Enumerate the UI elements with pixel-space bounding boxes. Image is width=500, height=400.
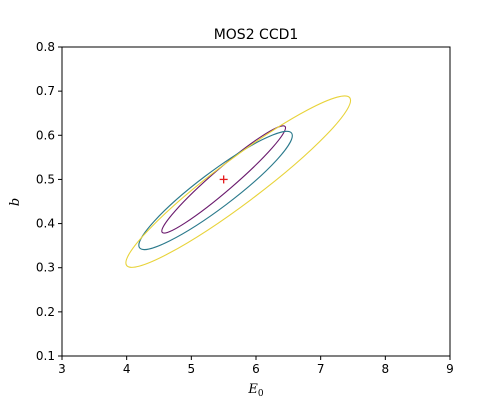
- y-tick-label: 0.4: [36, 217, 55, 231]
- x-tick-label: 5: [188, 362, 196, 376]
- y-tick-label: 0.1: [36, 349, 55, 363]
- contour-group: [125, 95, 352, 268]
- x-tick-label: 6: [252, 362, 260, 376]
- y-axis: 0.1 0.2 0.3 0.4 0.5 0.6 0.7 0.8: [36, 40, 62, 363]
- contour-level-3: [125, 95, 352, 268]
- x-tick-label: 7: [317, 362, 325, 376]
- plot-frame: [61, 46, 451, 357]
- y-tick-label: 0.8: [36, 40, 55, 54]
- y-tick-label: 0.5: [36, 172, 55, 186]
- y-tick-label: 0.7: [36, 84, 55, 98]
- best-fit-marker: [219, 175, 228, 184]
- y-tick-label: 0.2: [36, 305, 55, 319]
- x-axis-label: E0: [247, 382, 264, 399]
- x-tick-label: 3: [58, 362, 66, 376]
- x-axis-label-main: E: [247, 382, 258, 397]
- x-axis: 3 4 5 6 7 8 9: [58, 356, 454, 376]
- y-axis-label: b: [8, 198, 23, 206]
- y-tick-label: 0.6: [36, 128, 55, 142]
- x-tick-label: 8: [382, 362, 390, 376]
- y-tick-label: 0.3: [36, 261, 55, 275]
- x-tick-label: 4: [123, 362, 131, 376]
- chart-title: MOS2 CCD1: [214, 27, 299, 43]
- x-tick-label: 9: [446, 362, 454, 376]
- x-axis-label-subscript: 0: [258, 389, 264, 399]
- contour-level-2: [138, 130, 293, 251]
